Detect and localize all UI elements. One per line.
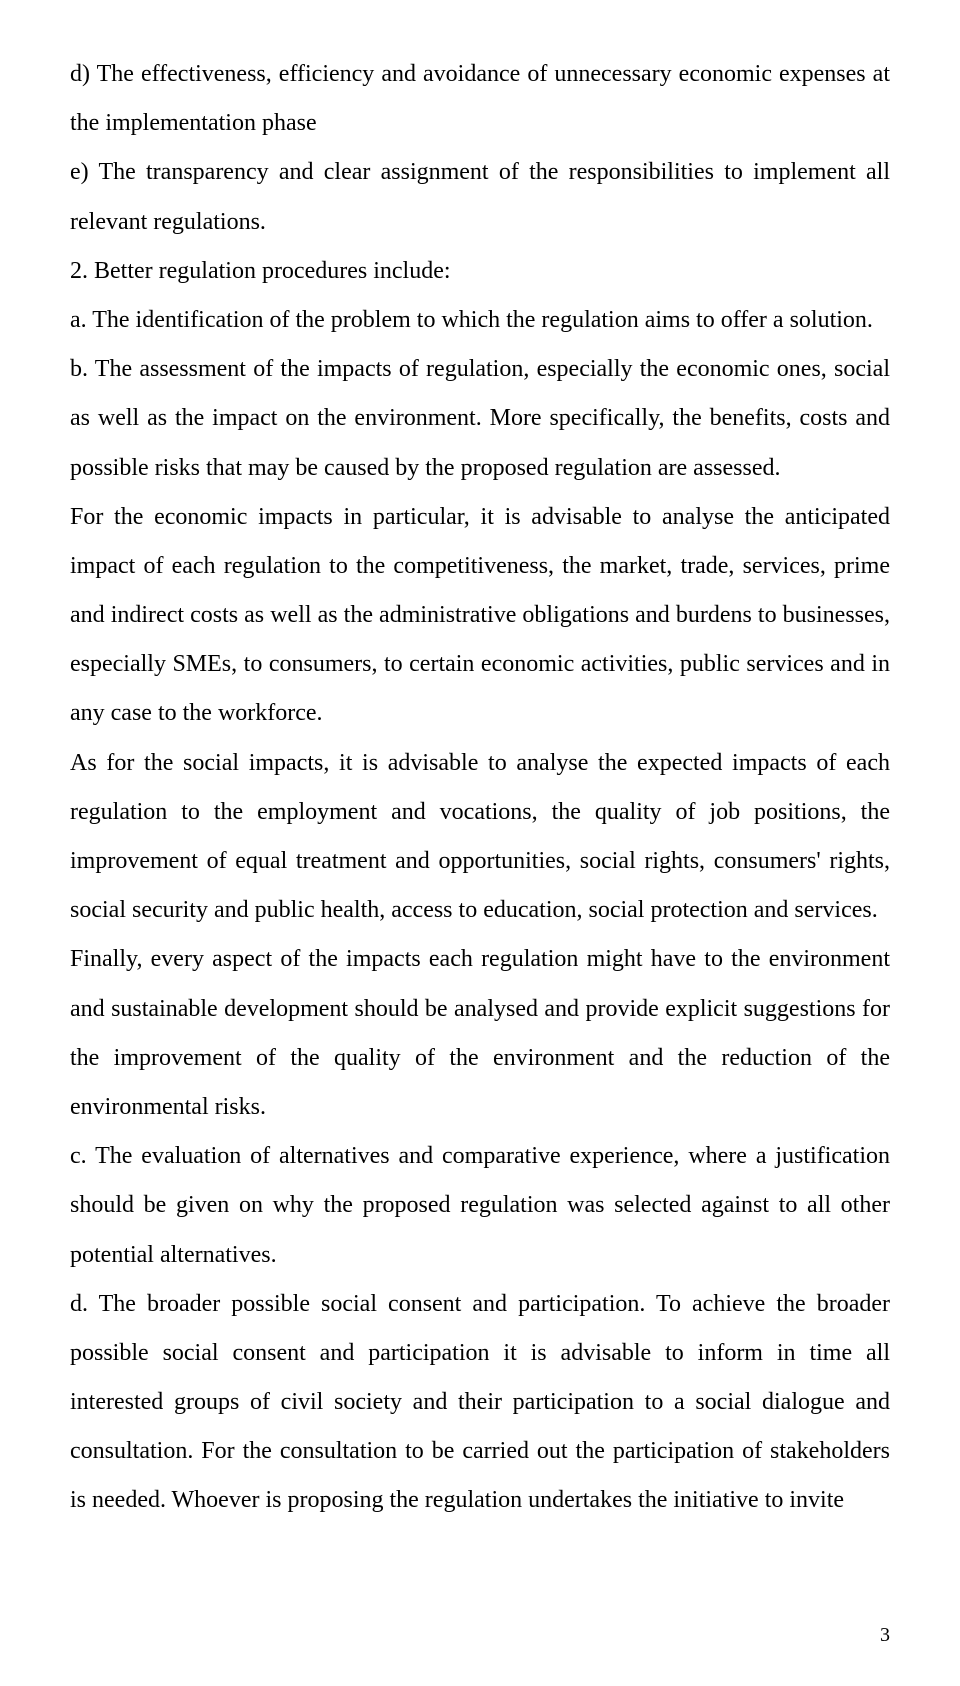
paragraph-2-intro: 2. Better regulation procedures include: bbox=[70, 247, 890, 296]
paragraph-economic-impacts: For the economic impacts in particular, … bbox=[70, 493, 890, 739]
paragraph-d: d) The effectiveness, efficiency and avo… bbox=[70, 50, 890, 148]
paragraph-2c: c. The evaluation of alternatives and co… bbox=[70, 1132, 890, 1280]
page-number: 3 bbox=[880, 1615, 890, 1656]
paragraph-environment-impacts: Finally, every aspect of the impacts eac… bbox=[70, 935, 890, 1132]
document-page: d) The effectiveness, efficiency and avo… bbox=[0, 0, 960, 1686]
paragraph-2a: a. The identification of the problem to … bbox=[70, 296, 890, 345]
paragraph-2b: b. The assessment of the impacts of regu… bbox=[70, 345, 890, 493]
paragraph-e: e) The transparency and clear assignment… bbox=[70, 148, 890, 246]
paragraph-social-impacts: As for the social impacts, it is advisab… bbox=[70, 739, 890, 936]
paragraph-2d: d. The broader possible social consent a… bbox=[70, 1280, 890, 1526]
